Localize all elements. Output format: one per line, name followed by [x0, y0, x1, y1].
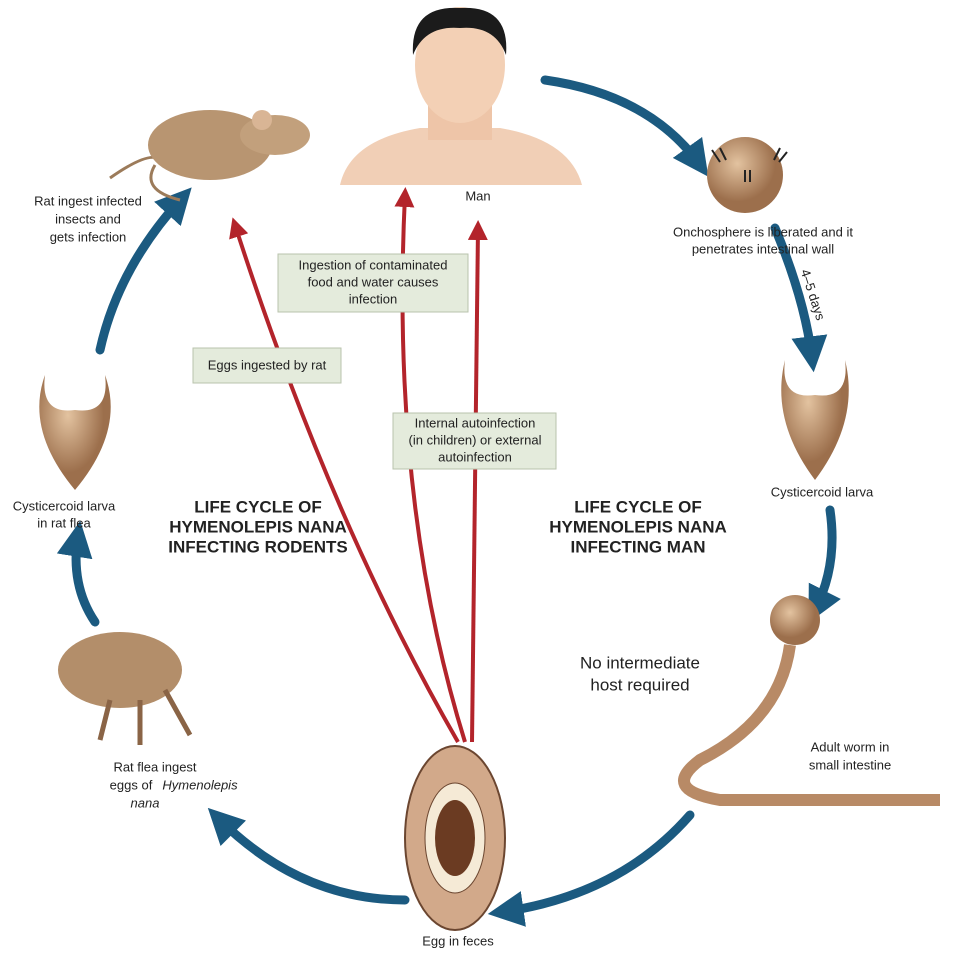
rat-illustration: [109, 110, 310, 202]
label: infection: [349, 291, 397, 306]
box: [392, 412, 557, 470]
worm-illustration: [678, 595, 940, 806]
label: Man: [465, 188, 490, 203]
label: Adult worm in: [811, 739, 890, 754]
label: nana: [131, 795, 160, 810]
label: host required: [590, 675, 689, 694]
label: Rat ingest infected: [34, 193, 142, 208]
label: LIFE CYCLE OF: [574, 497, 702, 516]
label: food and water causes: [308, 274, 439, 289]
egg-illustration: [404, 745, 506, 931]
label: (in children) or external: [409, 432, 542, 447]
label: INFECTING MAN: [570, 537, 705, 556]
label: insects and: [55, 211, 121, 226]
label: small intestine: [809, 757, 891, 772]
label: Eggs ingested by rat: [208, 357, 327, 372]
label: gets infection: [50, 229, 127, 244]
label: Ingestion of contaminated: [299, 257, 448, 272]
label: Rat flea ingest: [113, 759, 196, 774]
label: Cysticercoid larva: [13, 498, 116, 513]
cysticercoid-illustration: [39, 360, 849, 490]
label: HYMENOLEPIS NANA: [549, 517, 727, 536]
label: eggs of: [110, 777, 153, 792]
label: Internal autoinfection: [415, 415, 536, 430]
label: autoinfection: [438, 449, 512, 464]
label: in rat flea: [37, 515, 91, 530]
onchosphere-illustration: [707, 137, 788, 213]
label: INFECTING RODENTS: [168, 537, 347, 556]
label: Cysticercoid larva: [771, 484, 874, 499]
label: LIFE CYCLE OF: [194, 497, 322, 516]
label: No intermediate: [580, 653, 700, 672]
label: HYMENOLEPIS NANA: [169, 517, 347, 536]
label: Egg in feces: [422, 933, 494, 948]
label: Hymenolepis: [162, 777, 238, 792]
cycle-arrows: [56, 75, 841, 927]
flea-illustration: [58, 632, 193, 745]
man-illustration: [340, 7, 582, 185]
box: [277, 253, 469, 313]
label: penetrates intestinal wall: [692, 241, 834, 256]
box: [192, 347, 342, 384]
labels: Man Onchosphere is liberated and it penetr…: [13, 188, 891, 948]
label: Onchosphere is liberated and it: [673, 224, 853, 239]
